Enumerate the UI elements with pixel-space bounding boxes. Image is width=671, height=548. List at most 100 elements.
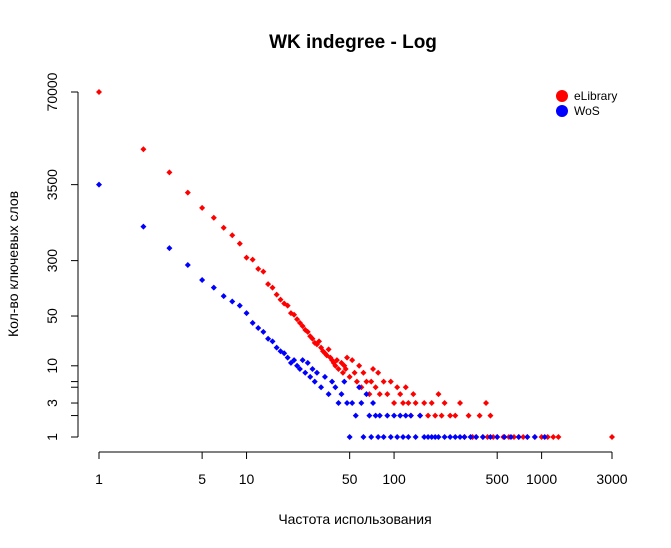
data-point <box>391 412 398 419</box>
x-tick-label: 500 <box>486 471 510 487</box>
data-point <box>96 89 102 95</box>
data-point <box>494 434 501 440</box>
data-point <box>291 357 298 364</box>
data-point <box>402 384 409 391</box>
data-point <box>541 434 548 440</box>
data-point <box>452 412 459 419</box>
data-point <box>140 146 147 153</box>
data-point <box>473 434 480 440</box>
y-tick-label: 3 <box>44 399 60 407</box>
data-point <box>344 400 351 407</box>
data-point <box>302 369 309 376</box>
data-point <box>400 400 407 407</box>
data-point <box>260 268 267 275</box>
data-point <box>199 204 206 211</box>
data-point <box>520 434 527 440</box>
x-axis-label: Частота использования <box>278 511 431 527</box>
data-point <box>335 400 342 407</box>
data-point <box>425 412 432 419</box>
data-point <box>428 400 435 407</box>
data-point <box>243 254 250 261</box>
data-point <box>487 412 494 419</box>
data-point <box>515 434 522 440</box>
legend-label: eLibrary <box>574 89 617 103</box>
data-point <box>349 400 356 407</box>
data-point <box>387 378 394 385</box>
data-point <box>236 302 243 309</box>
data-point <box>284 302 291 309</box>
x-tick-label: 50 <box>342 471 358 487</box>
data-point <box>370 400 377 407</box>
data-point <box>284 354 291 361</box>
data-point <box>199 277 206 284</box>
y-tick-label: 10 <box>44 358 60 374</box>
data-point <box>384 412 391 419</box>
data-point <box>417 412 424 419</box>
data-point <box>375 369 382 376</box>
data-point <box>405 400 412 407</box>
data-point <box>435 434 442 440</box>
data-point <box>391 400 398 407</box>
data-point <box>465 412 472 419</box>
data-point <box>368 378 375 385</box>
data-point <box>273 344 280 351</box>
legend-marker <box>556 105 568 117</box>
data-point <box>333 357 340 364</box>
data-point <box>316 338 323 345</box>
x-tick-label: 100 <box>382 471 406 487</box>
legend-label: WoS <box>574 104 600 118</box>
data-point <box>249 319 256 326</box>
data-point <box>380 378 387 385</box>
data-point <box>483 400 490 407</box>
data-point <box>294 316 301 323</box>
data-point <box>299 323 306 330</box>
y-tick-label: 50 <box>44 308 60 324</box>
data-point <box>457 434 464 440</box>
data-point <box>550 434 557 440</box>
x-tick-label: 3000 <box>596 471 627 487</box>
data-point <box>425 434 432 440</box>
data-point <box>402 412 409 419</box>
data-point <box>277 296 284 303</box>
data-point <box>438 412 445 419</box>
data-point <box>311 378 318 385</box>
data-point <box>457 400 464 407</box>
data-point <box>351 369 358 376</box>
data-point <box>380 434 387 440</box>
data-point <box>531 434 538 440</box>
data-point <box>372 412 379 419</box>
data-point <box>363 378 370 385</box>
data-point <box>511 434 518 440</box>
data-point <box>332 384 339 391</box>
data-point <box>296 366 303 373</box>
data-point <box>273 291 280 298</box>
data-point <box>387 434 394 440</box>
data-point <box>487 434 494 440</box>
data-point <box>338 391 345 398</box>
y-tick-label: 3500 <box>44 169 60 200</box>
data-point <box>400 434 407 440</box>
data-point <box>501 434 508 440</box>
data-point <box>269 284 276 291</box>
data-point <box>441 400 448 407</box>
data-point <box>166 245 173 252</box>
data-point <box>394 434 401 440</box>
y-axis-label: Кол-во ключевых слов <box>5 191 21 337</box>
data-point <box>265 281 272 288</box>
data-point <box>441 434 448 440</box>
data-point <box>341 378 348 385</box>
data-point <box>356 362 363 369</box>
data-point <box>210 214 217 221</box>
x-axis: 1 5 10 50 100 500 1000 3000 <box>95 451 628 487</box>
data-point <box>507 434 514 440</box>
data-point <box>140 223 147 230</box>
x-tick-label: 1 <box>95 471 103 487</box>
data-point <box>376 391 383 398</box>
data-point <box>353 378 360 385</box>
chart-title: WK indegree - Log <box>269 32 437 53</box>
data-point <box>407 412 414 419</box>
data-point <box>375 434 382 440</box>
data-point <box>384 391 391 398</box>
x-tick-label: 1000 <box>526 471 557 487</box>
data-point <box>352 412 359 419</box>
